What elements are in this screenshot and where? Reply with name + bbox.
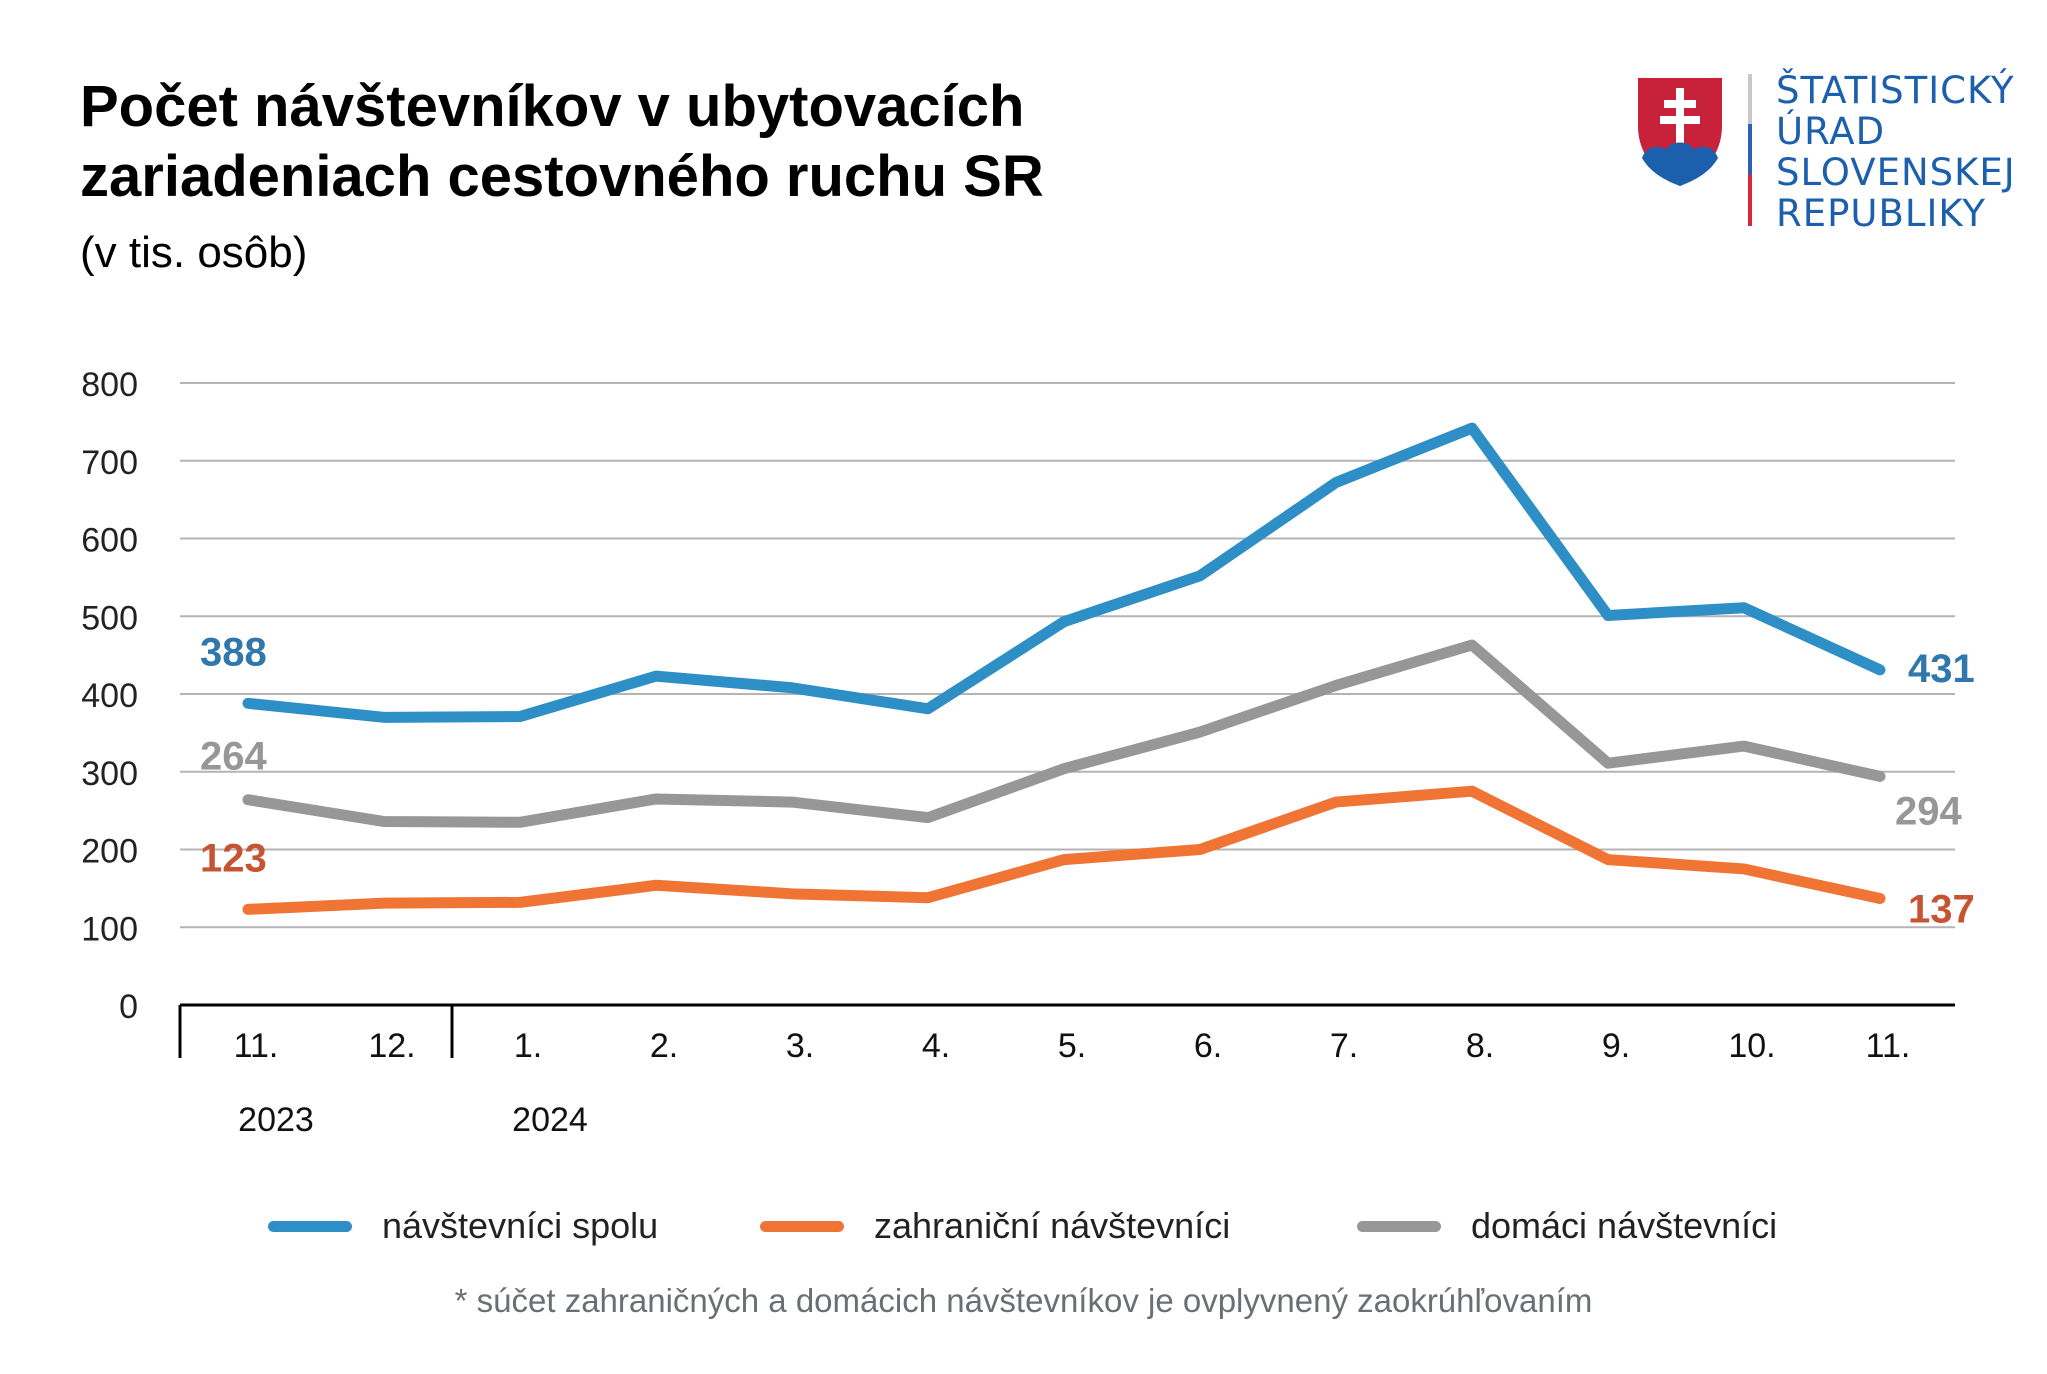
legend-item-total: návštevníci spolu	[268, 1205, 658, 1247]
x-tick-label: 8.	[1466, 1027, 1494, 1065]
x-tick-label: 9.	[1602, 1027, 1630, 1065]
year-label: 2023	[238, 1101, 314, 1139]
y-tick-label: 500	[81, 599, 138, 637]
year-label: 2024	[512, 1101, 588, 1139]
y-axis-ticks: 0 100 200 300 400 500 600 700 800	[81, 366, 138, 1026]
data-label-last: 294	[1895, 789, 1962, 833]
legend: návštevníci spolu zahraniční návštevníci…	[0, 1205, 2047, 1255]
legend-label: návštevníci spolu	[382, 1205, 659, 1246]
chart-title-line-1: Počet návštevníkov v ubytovacích	[80, 74, 1025, 139]
series-lines	[242, 422, 1886, 915]
data-label-first: 123	[200, 836, 267, 880]
series-line-domestic	[242, 639, 1886, 828]
legend-swatch-domestic	[1357, 1220, 1441, 1232]
logo-text: ŠTATISTICKÝ ÚRAD SLOVENSKEJ REPUBLIKY	[1776, 70, 2016, 234]
logo-divider	[1748, 74, 1752, 226]
x-tick-label: 11.	[234, 1027, 279, 1065]
y-tick-label: 200	[81, 833, 138, 871]
y-tick-label: 400	[81, 677, 138, 715]
legend-label: domáci návštevníci	[1471, 1205, 1778, 1246]
x-tick-label: 5.	[1058, 1027, 1086, 1065]
statistical-office-logo: ŠTATISTICKÝ ÚRAD SLOVENSKEJ REPUBLIKY	[1636, 70, 2036, 234]
x-tick-label: 6.	[1194, 1027, 1222, 1065]
data-label-last: 137	[1908, 887, 1975, 931]
x-tick-label: 3.	[786, 1027, 814, 1065]
y-tick-label: 800	[81, 366, 138, 404]
x-axis: 11. 12. 1. 2. 3. 4. 5. 6. 7. 8. 9. 10. 11. 2023 2024	[178, 1003, 1955, 1139]
legend-swatch-foreign	[760, 1220, 844, 1232]
logo-line: REPUBLIKY	[1776, 192, 1986, 235]
logo-line: ŠTATISTICKÝ	[1776, 69, 2015, 112]
y-tick-label: 600	[81, 522, 138, 560]
x-tick-label: 7.	[1330, 1027, 1358, 1065]
chart-subtitle: (v tis. osôb)	[80, 228, 308, 277]
legend-swatch-total	[268, 1220, 352, 1232]
legend-item-domestic: domáci návštevníci	[1357, 1205, 1777, 1247]
y-tick-label: 300	[81, 755, 138, 793]
footnote: * súčet zahraničných a domácich návštevn…	[454, 1282, 1593, 1319]
x-tick-label: 12.	[368, 1027, 415, 1065]
logo-line: SLOVENSKEJ	[1776, 151, 2016, 194]
logo-line: ÚRAD	[1776, 110, 1886, 153]
chart-title-line-2: zariadeniach cestovného ruchu SR	[80, 144, 1044, 209]
x-tick-label: 10.	[1728, 1027, 1775, 1065]
data-labels: 388 431 123 137 264 294	[200, 630, 1975, 931]
chart-title: Počet návštevníkov v ubytovacích zariade…	[80, 72, 1044, 212]
y-tick-label: 0	[119, 988, 138, 1026]
gridlines	[180, 382, 1955, 929]
series-line-foreign	[242, 785, 1886, 915]
slovak-coat-of-arms-icon	[1638, 78, 1722, 186]
y-tick-label: 100	[81, 910, 138, 948]
data-label-first: 388	[200, 630, 267, 674]
data-label-last: 431	[1908, 647, 1975, 691]
line-chart: 0 100 200 300 400 500 600 700 800 11. 12. 1. 2. 3. 4.…	[81, 366, 1975, 1139]
x-tick-label: 4.	[922, 1027, 950, 1065]
x-tick-label: 2.	[650, 1027, 678, 1065]
data-label-first: 264	[200, 735, 267, 779]
x-tick-label: 1.	[514, 1027, 542, 1065]
series-line-total	[242, 422, 1886, 723]
legend-item-foreign: zahraniční návštevníci	[760, 1205, 1230, 1247]
legend-label: zahraniční návštevníci	[874, 1205, 1231, 1246]
y-tick-label: 700	[81, 444, 138, 482]
x-tick-label: 11.	[1866, 1027, 1911, 1065]
